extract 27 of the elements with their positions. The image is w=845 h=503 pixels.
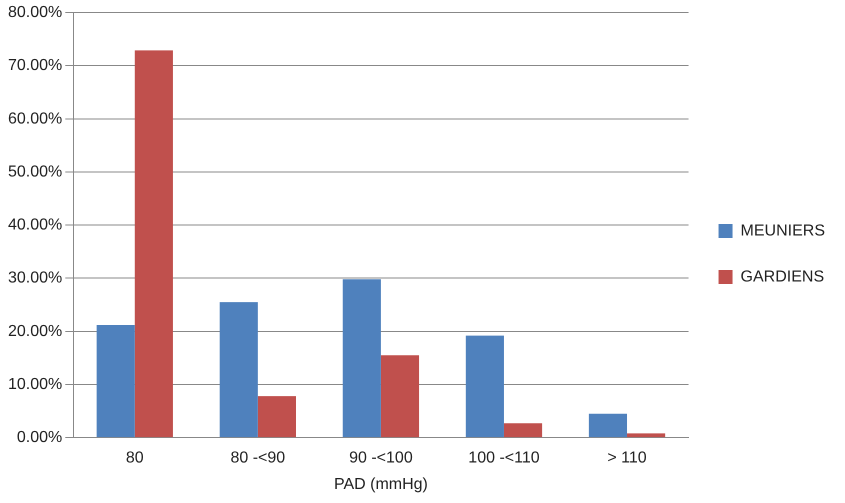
bar <box>504 423 542 438</box>
y-tick-label: 30.00% <box>8 270 62 287</box>
y-tick-label: 20.00% <box>8 322 62 340</box>
bar <box>588 414 628 438</box>
bar <box>258 396 296 438</box>
y-tick-label: 10.00% <box>8 376 62 393</box>
x-tick-label: 80 -<90 <box>230 450 286 467</box>
legend-label: GARDIENS <box>740 268 824 286</box>
y-tick-label: 0.00% <box>16 429 62 446</box>
y-tick-label: 50.00% <box>8 163 62 180</box>
bar <box>220 302 258 438</box>
y-tick-label: 80.00% <box>8 4 62 22</box>
bar <box>380 355 420 438</box>
x-tick-label: 80 <box>126 450 144 467</box>
bar <box>466 336 504 438</box>
bar <box>342 279 381 438</box>
legend-label: MEUNIERS <box>740 222 825 240</box>
bar <box>96 324 135 438</box>
x-tick-label: 100 -<110 <box>468 450 540 467</box>
y-tick-label: 60.00% <box>8 110 62 128</box>
x-tick-label: 90 -<100 <box>349 450 413 467</box>
x-axis-title: PAD (mmHg) <box>334 476 428 493</box>
x-tick-label: > 110 <box>607 450 647 467</box>
y-tick-label: 70.00% <box>8 57 62 74</box>
bar <box>134 50 173 438</box>
y-tick-label: 40.00% <box>8 216 62 234</box>
bar <box>627 433 666 438</box>
